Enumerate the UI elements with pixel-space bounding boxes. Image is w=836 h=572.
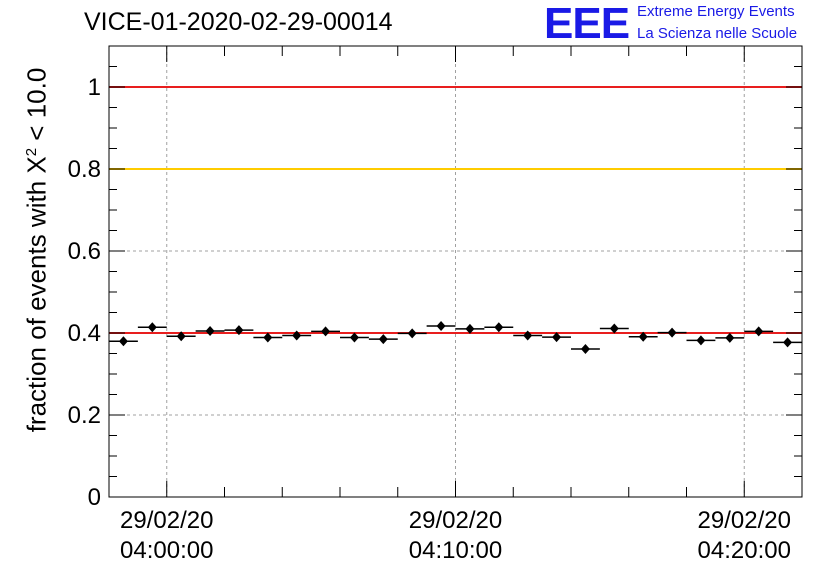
- x-tick-date: 29/02/20: [408, 507, 503, 534]
- data-point: [321, 326, 331, 337]
- x-tick-date: 29/02/20: [697, 507, 791, 534]
- data-point: [638, 331, 648, 342]
- data-point: [580, 343, 590, 354]
- y-tick-label: 0: [88, 484, 101, 511]
- x-tick-label: 29/02/20 04:00:00: [107, 506, 227, 566]
- data-point: [436, 321, 446, 332]
- data-point: [407, 328, 417, 339]
- data-point: [783, 337, 793, 348]
- x-tick-time: 04:20:00: [697, 537, 791, 564]
- data-point: [176, 331, 186, 342]
- logo-line-2: La Scienza nelle Scuole: [637, 25, 798, 42]
- data-point: [234, 325, 244, 336]
- y-tick-label: 0.6: [68, 238, 101, 265]
- data-point: [378, 334, 388, 345]
- y-tick-label: 0.8: [68, 156, 101, 183]
- data-point: [494, 322, 504, 333]
- data-point: [523, 330, 533, 341]
- x-tick-time: 04:00:00: [120, 537, 214, 564]
- y-tick-label: 0.2: [68, 402, 101, 429]
- data-point: [263, 332, 273, 343]
- data-point: [118, 336, 128, 347]
- y-tick-label: 0.4: [68, 320, 101, 347]
- x-tick-time: 04:10:00: [408, 537, 503, 564]
- data-point: [754, 326, 764, 337]
- data-point: [725, 332, 735, 343]
- data-point: [205, 325, 215, 336]
- data-point: [552, 332, 562, 343]
- x-tick-date: 29/02/20: [120, 507, 214, 534]
- eee-logo: EEE: [544, 0, 630, 48]
- data-point: [609, 323, 619, 334]
- logo-line-1: Extreme Energy Events: [637, 3, 795, 20]
- data-point: [349, 332, 359, 343]
- data-point: [465, 323, 475, 334]
- chart-title: VICE-01-2020-02-29-00014: [84, 8, 393, 36]
- x-tick-label: 29/02/20 04:20:00: [684, 506, 804, 566]
- y-tick-label: 1: [88, 74, 101, 101]
- data-point: [667, 327, 677, 338]
- data-point: [147, 322, 157, 333]
- data-point: [696, 335, 706, 346]
- x-tick-label: 29/02/20 04:10:00: [396, 506, 516, 566]
- data-point: [292, 330, 302, 341]
